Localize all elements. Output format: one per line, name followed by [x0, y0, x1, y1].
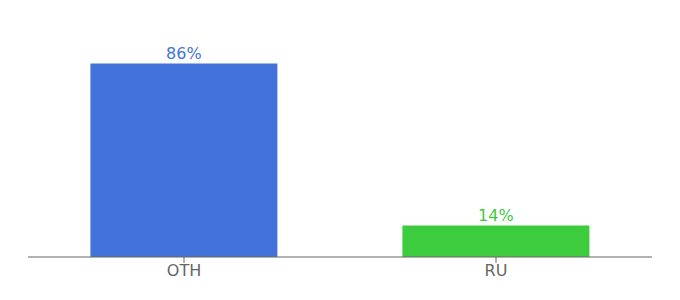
svg-text:OTH: OTH: [167, 261, 201, 280]
svg-text:86%: 86%: [166, 44, 202, 63]
svg-text:14%: 14%: [478, 206, 514, 225]
svg-text:RU: RU: [485, 261, 508, 280]
